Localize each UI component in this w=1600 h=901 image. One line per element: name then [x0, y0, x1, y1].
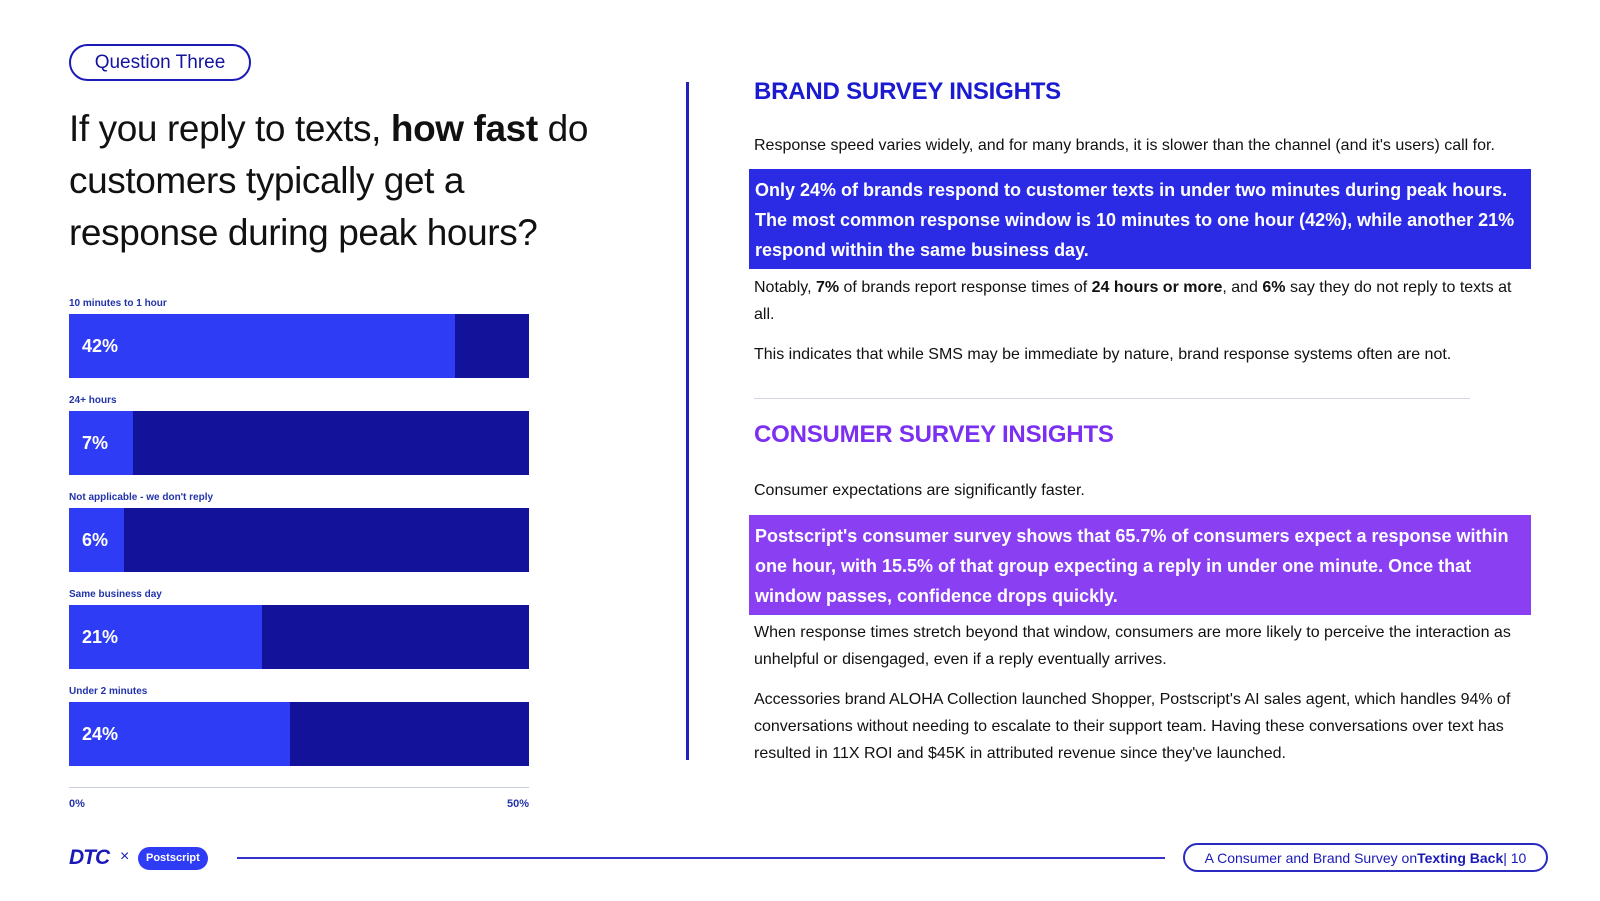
notably-t1: Notably,: [754, 279, 816, 296]
bar-value-label: 42%: [82, 336, 119, 356]
bar-category-label: 24+ hours: [69, 395, 117, 406]
consumer-intro-text: Consumer expectations are significantly …: [754, 482, 1085, 499]
bar-category-label: Under 2 minutes: [69, 686, 148, 697]
bar-value-label: 7%: [82, 433, 109, 453]
notably-b2: 24 hours or more: [1091, 279, 1223, 296]
question-text-part2: do customers typically get a response du…: [69, 108, 589, 253]
brand-closing-text: This indicates that while SMS may be imm…: [754, 346, 1452, 363]
question-text-bold: how fast: [390, 108, 538, 149]
consumer-para1: When response times stretch beyond that …: [754, 624, 1511, 668]
notably-b3: 6%: [1262, 279, 1286, 296]
question-tag: Question Three: [69, 44, 251, 81]
notably-b1: 7%: [815, 279, 840, 296]
bar-track: 7%: [69, 411, 529, 475]
vertical-divider: [686, 82, 689, 760]
bar-track: 42%: [69, 314, 529, 378]
bar-fill: [69, 411, 134, 475]
question-text-part1: If you reply to texts,: [69, 108, 391, 149]
consumer-insights-heading: CONSUMER SURVEY INSIGHTS: [754, 421, 1114, 448]
section-divider: [754, 398, 1470, 399]
footer-text2: | 10: [1503, 849, 1527, 866]
brand-intro-text: Response speed varies widely, and for ma…: [754, 137, 1495, 154]
brand-highlight-box: Only 24% of brands respond to customer t…: [749, 169, 1531, 269]
postscript-logo: Postscript: [138, 847, 208, 870]
bar-track: 6%: [69, 508, 529, 572]
notably-t4: say they do not reply to texts at all.: [754, 279, 1512, 323]
footer-rule: [237, 857, 1165, 859]
bar-category-label: Not applicable - we don't reply: [69, 492, 214, 503]
bar-track: 24%: [69, 702, 529, 766]
notably-t2: of brands report response times of: [839, 279, 1092, 296]
consumer-highlight-box: Postscript's consumer survey shows that …: [749, 515, 1531, 615]
bar-category-label: Same business day: [69, 589, 162, 600]
bar-fill: [69, 605, 263, 669]
bar-fill: [69, 314, 456, 378]
collab-x: ×: [120, 848, 130, 865]
bar-value-label: 6%: [82, 530, 109, 550]
bar-category-label: 10 minutes to 1 hour: [69, 298, 167, 309]
x-axis-line: [69, 787, 529, 788]
bar-fill: [69, 508, 125, 572]
brand-insights-heading: BRAND SURVEY INSIGHTS: [754, 78, 1061, 105]
x-tick-label: 0%: [69, 798, 85, 810]
response-time-bar-chart: 10 minutes to 1 hour 42% 24+ hours 7% Not ap…: [69, 298, 529, 818]
footer-text-bold: Texting Back: [1417, 849, 1504, 866]
bar-track: 21%: [69, 605, 529, 669]
footer-text1: A Consumer and Brand Survey on: [1204, 849, 1418, 866]
footer-title-pill: A Consumer and Brand Survey on Texting B…: [1183, 843, 1548, 872]
dtc-logo: DTC: [69, 846, 110, 869]
bar-fill: [69, 702, 290, 766]
brand-notably-text: Notably, 7% of brands report response ti…: [754, 274, 1514, 328]
notably-t3: , and: [1222, 279, 1263, 296]
bar-value-label: 24%: [82, 724, 119, 744]
x-tick-label: 50%: [506, 798, 529, 810]
consumer-para2: Accessories brand ALOHA Collection launc…: [754, 691, 1511, 762]
question-heading: If you reply to texts, how fast do custo…: [69, 103, 589, 259]
bar-value-label: 21%: [82, 627, 119, 647]
